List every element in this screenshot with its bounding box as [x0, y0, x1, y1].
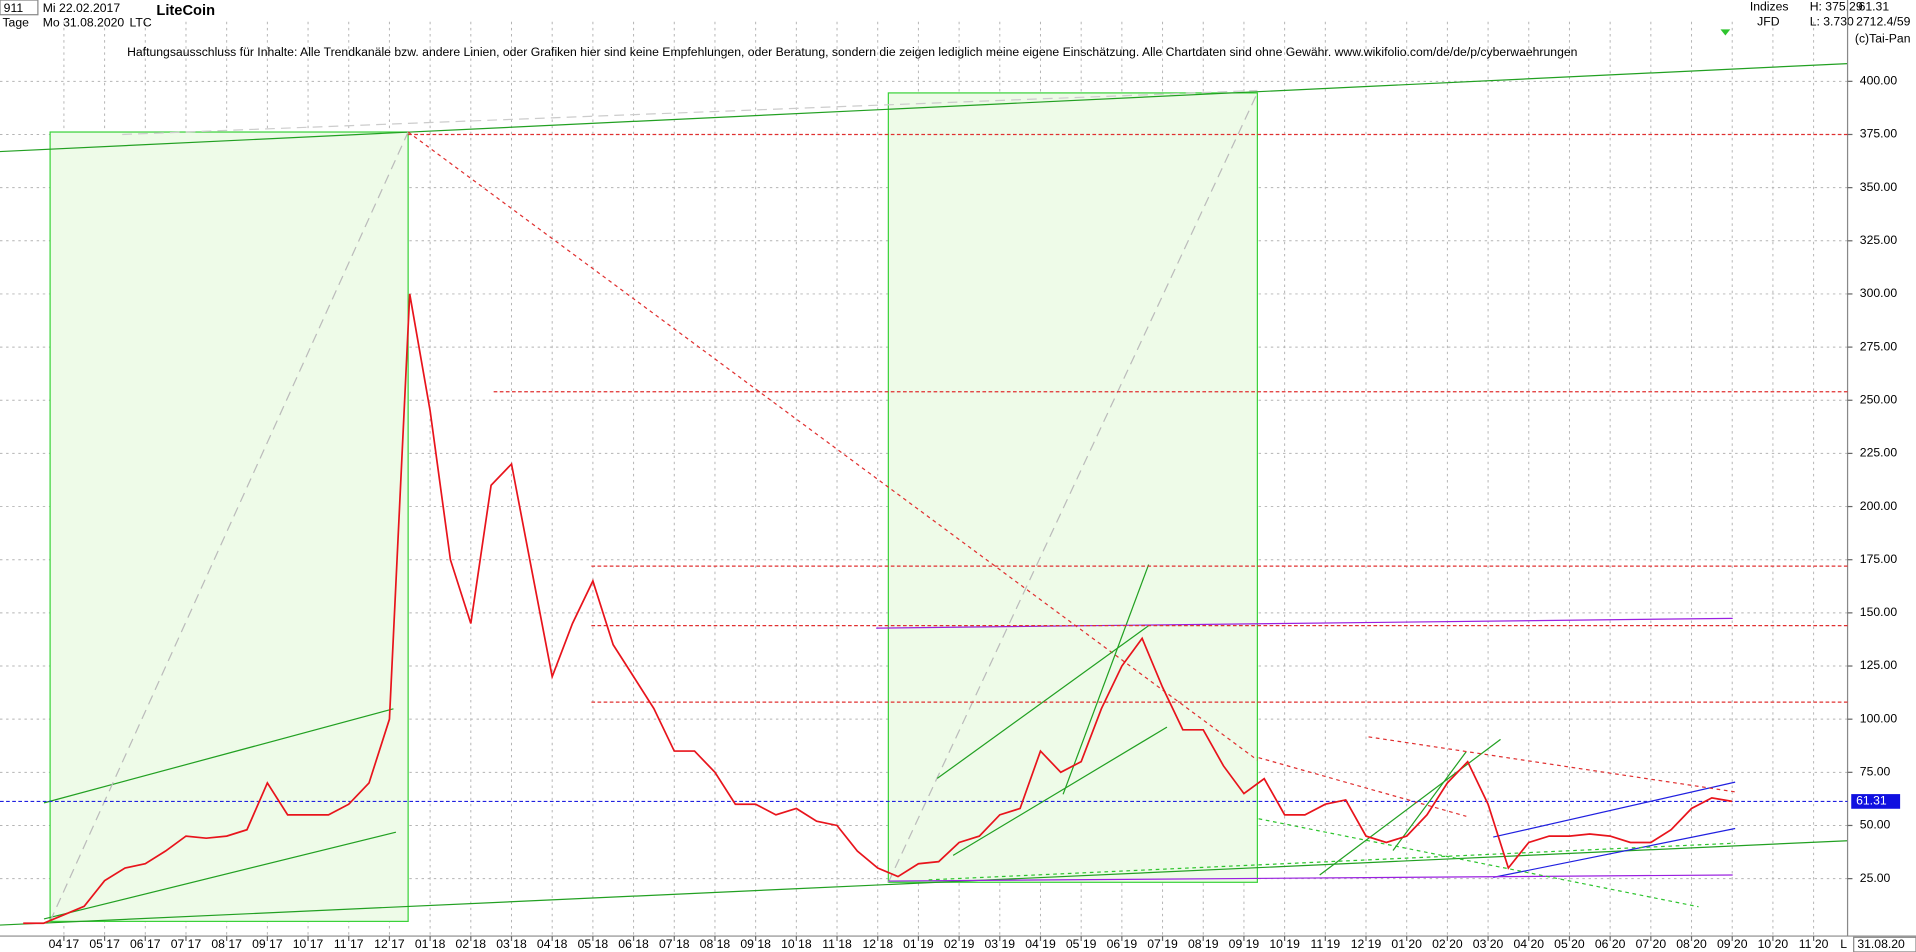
y-tick-label: 300.00	[1860, 286, 1898, 300]
x-tick-label: 10 19	[1269, 937, 1300, 951]
x-tick-label: 05 19	[1066, 937, 1097, 951]
y-tick-label: 250.00	[1860, 392, 1898, 406]
x-tick-label: 12 19	[1351, 937, 1382, 951]
x-tick-label: 08 20	[1676, 937, 1707, 951]
x-tick-label: 02 19	[944, 937, 975, 951]
y-tick-label: 100.00	[1860, 711, 1898, 725]
copyright: (c)Tai-Pan	[1855, 31, 1911, 45]
x-tick-label: 03 20	[1473, 937, 1504, 951]
y-tick-label: 325.00	[1860, 233, 1898, 247]
x-tick-label: 11 17	[334, 937, 364, 951]
x-tick-label: 07 19	[1147, 937, 1178, 951]
x-tick-label: 03 18	[496, 937, 527, 951]
x-tick-label: 05 18	[578, 937, 609, 951]
x-tick-label: 06 19	[1107, 937, 1138, 951]
x-tick-label: 12 18	[862, 937, 893, 951]
x-tick-label: 06 18	[618, 937, 649, 951]
x-tick-label: 07 17	[171, 937, 202, 951]
x-tick-label: 11 19	[1310, 937, 1340, 951]
x-tick-label: 08 17	[211, 937, 242, 951]
x-tick-label: 08 18	[700, 937, 731, 951]
x-tick-label: 02 18	[456, 937, 487, 951]
end-date: Mo 31.08.2020	[43, 15, 125, 29]
last-value-label: 61.31	[1856, 794, 1887, 808]
x-tick-label: 09 19	[1229, 937, 1260, 951]
y-tick-label: 200.00	[1860, 499, 1898, 513]
scale: L	[1840, 937, 1847, 951]
chart-title: LiteCoin	[156, 3, 215, 19]
y-tick-label: 50.00	[1860, 818, 1891, 832]
x-tick-label: 10 20	[1758, 937, 1789, 951]
x-tick-label: 11 18	[822, 937, 852, 951]
x-tick-label: 04 20	[1513, 937, 1544, 951]
x-tick-label: 05 20	[1554, 937, 1585, 951]
x-tick-label: 07 18	[659, 937, 690, 951]
x-tick-label: 03 19	[985, 937, 1016, 951]
chart-id: 911	[4, 1, 24, 15]
cursor-date: 31.08.20	[1857, 937, 1905, 951]
period: Tage	[2, 15, 29, 29]
x-tick-label: 02 20	[1432, 937, 1463, 951]
y-tick-label: 25.00	[1860, 871, 1891, 885]
y-tick-label: 375.00	[1860, 127, 1898, 141]
x-tick-label: 01 20	[1391, 937, 1422, 951]
y-tick-label: 225.00	[1860, 446, 1898, 460]
x-tick-label: 10 18	[781, 937, 812, 951]
y-tick-label: 75.00	[1860, 765, 1891, 779]
y-tick-label: 150.00	[1860, 605, 1898, 619]
high: H: 375.29	[1810, 0, 1863, 14]
x-tick-label: 05 17	[89, 937, 120, 951]
y-tick-label: 350.00	[1860, 180, 1898, 194]
price-line	[23, 293, 1733, 925]
counter: 2712.4/59	[1856, 14, 1911, 28]
drawings	[0, 29, 1848, 926]
x-tick-label: 11 20	[1799, 937, 1829, 951]
source: Indizes	[1750, 0, 1789, 14]
last-value-badge	[1851, 794, 1901, 809]
x-tick-label: 04 17	[49, 937, 80, 951]
x-tick-label: 09 18	[740, 937, 771, 951]
x-tick-label: 07 20	[1636, 937, 1667, 951]
start-date: Mi 22.02.2017	[43, 1, 121, 15]
x-tick-label: 06 17	[130, 937, 161, 951]
broker: JFD	[1757, 14, 1780, 28]
last-value: 61.31	[1859, 0, 1890, 14]
y-tick-label: 275.00	[1860, 339, 1898, 353]
y-tick-label: 175.00	[1860, 552, 1898, 566]
x-tick-label: 10 17	[293, 937, 324, 951]
y-tick-label: 400.00	[1860, 74, 1898, 88]
x-tick-label: 09 20	[1717, 937, 1748, 951]
x-tick-label: 01 19	[903, 937, 934, 951]
x-tick-label: 04 19	[1025, 937, 1056, 951]
x-tick-label: 04 18	[537, 937, 568, 951]
annotation: Haftungsausschluss für Inhalte: Alle Tre…	[127, 45, 1577, 59]
x-tick-label: 06 20	[1595, 937, 1626, 951]
symbol: LTC	[130, 15, 152, 29]
y-tick-label: 125.00	[1860, 658, 1898, 672]
x-tick-label: 08 19	[1188, 937, 1219, 951]
low: L: 3.730	[1810, 14, 1854, 28]
x-tick-label: 12 17	[374, 937, 405, 951]
x-tick-label: 09 17	[252, 937, 283, 951]
x-tick-label: 01 18	[415, 937, 446, 951]
